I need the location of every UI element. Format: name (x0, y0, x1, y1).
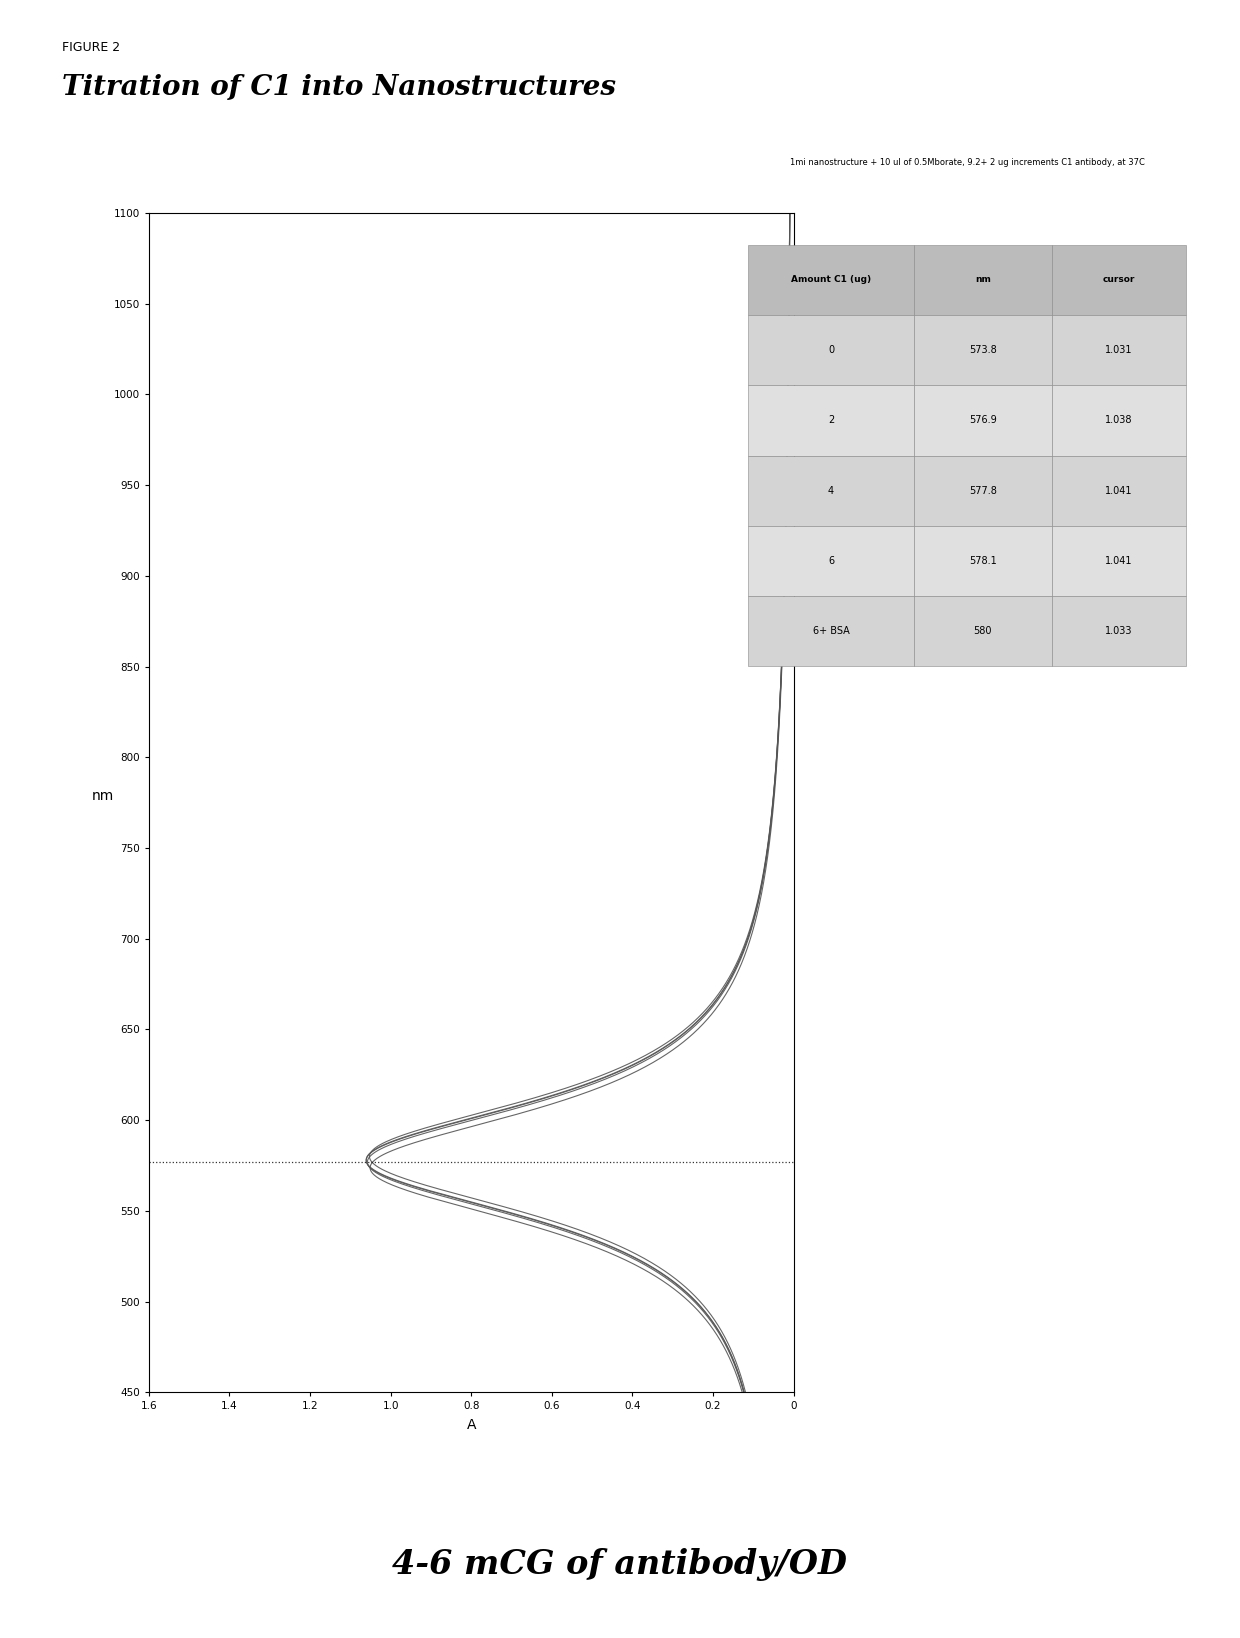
Bar (914, 385, 1052, 455)
Text: 578.1: 578.1 (968, 555, 997, 567)
Text: 577.8: 577.8 (968, 485, 997, 496)
Bar (1052, 385, 1185, 455)
Bar (914, 314, 1052, 385)
Text: 1.033: 1.033 (1105, 626, 1132, 636)
Text: 1.031: 1.031 (1105, 346, 1132, 355)
Bar (914, 596, 1052, 667)
Text: 576.9: 576.9 (968, 416, 997, 426)
Bar (1052, 314, 1185, 385)
Bar (749, 455, 914, 526)
Text: Amount C1 (ug): Amount C1 (ug) (791, 275, 872, 285)
Bar (1052, 244, 1185, 314)
Bar (749, 244, 914, 314)
Bar (749, 314, 914, 385)
X-axis label: A: A (466, 1419, 476, 1432)
Text: nm: nm (975, 275, 991, 285)
Bar (1052, 526, 1185, 596)
Text: 0: 0 (828, 346, 835, 355)
Bar (1052, 455, 1185, 526)
Text: 1.041: 1.041 (1105, 555, 1132, 567)
Y-axis label: nm: nm (92, 788, 114, 803)
Text: 580: 580 (973, 626, 992, 636)
Text: 1.038: 1.038 (1105, 416, 1132, 426)
Text: 4: 4 (828, 485, 835, 496)
Bar (749, 385, 914, 455)
Bar (1052, 596, 1185, 667)
Text: 1.041: 1.041 (1105, 485, 1132, 496)
Text: 6+ BSA: 6+ BSA (812, 626, 849, 636)
Bar (914, 455, 1052, 526)
Bar (914, 244, 1052, 314)
Text: FIGURE 2: FIGURE 2 (62, 41, 120, 54)
Text: Titration of C1 into Nanostructures: Titration of C1 into Nanostructures (62, 74, 616, 100)
Text: 573.8: 573.8 (968, 346, 997, 355)
Bar (749, 596, 914, 667)
Bar (914, 526, 1052, 596)
Text: 2: 2 (828, 416, 835, 426)
Text: 1mi nanostructure + 10 ul of 0.5Mborate, 9.2+ 2 ug increments C1 antibody, at 37: 1mi nanostructure + 10 ul of 0.5Mborate,… (790, 159, 1145, 167)
Bar (749, 526, 914, 596)
Text: 6: 6 (828, 555, 835, 567)
Text: cursor: cursor (1102, 275, 1135, 285)
Text: 4-6 mCG of antibody/OD: 4-6 mCG of antibody/OD (393, 1548, 847, 1581)
